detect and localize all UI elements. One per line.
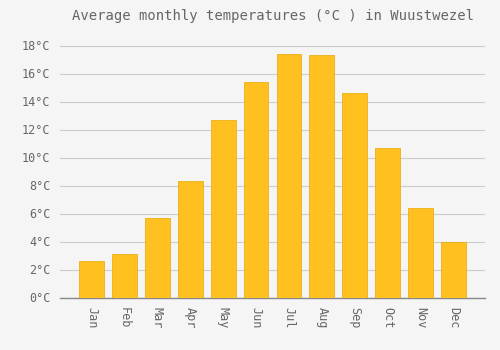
- Bar: [342, 93, 367, 298]
- Bar: [276, 54, 301, 298]
- Bar: [310, 55, 334, 298]
- Bar: [178, 181, 203, 298]
- Title: Average monthly temperatures (°C ) in Wuustwezel: Average monthly temperatures (°C ) in Wu…: [72, 9, 473, 23]
- Bar: [376, 148, 400, 298]
- Bar: [145, 218, 170, 298]
- Bar: [441, 241, 466, 298]
- Bar: [112, 254, 137, 298]
- Bar: [211, 120, 236, 298]
- Bar: [80, 261, 104, 298]
- Bar: [244, 82, 268, 298]
- Bar: [408, 208, 433, 298]
